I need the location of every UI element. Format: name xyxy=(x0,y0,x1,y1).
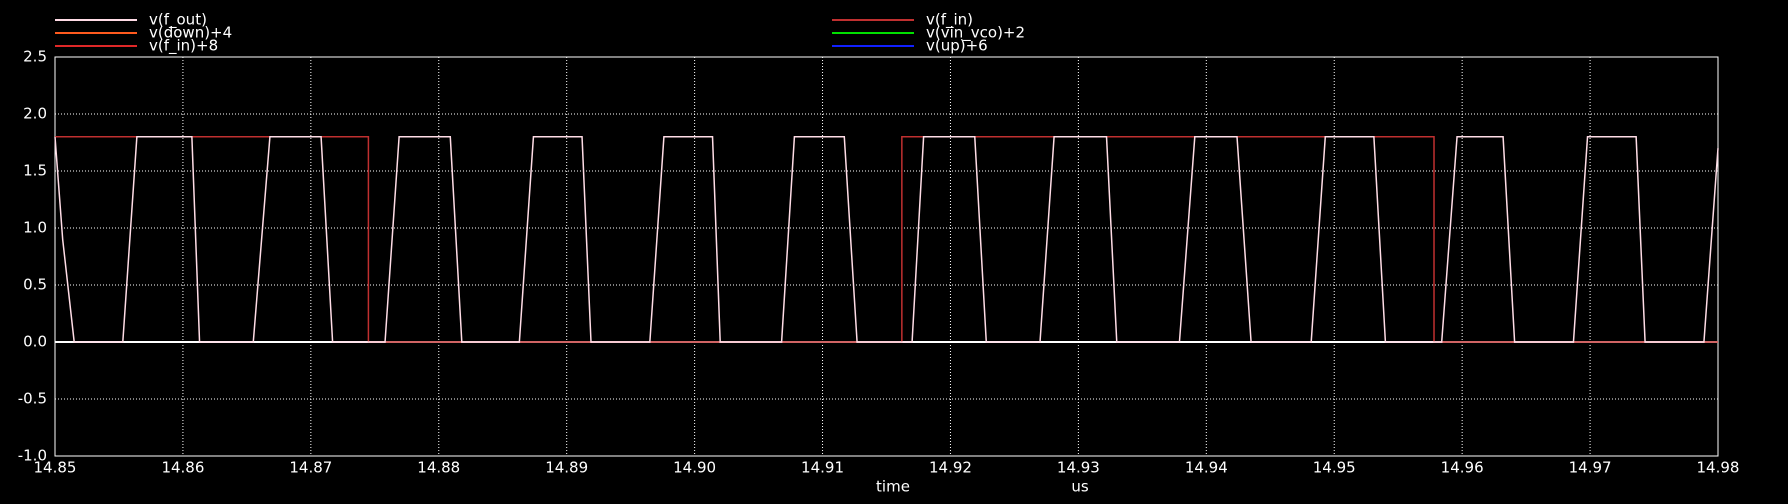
y-tick-label: -1.0 xyxy=(18,447,47,465)
legend-label: v(down)+4 xyxy=(149,24,232,42)
legend-label: v(f_in)+8 xyxy=(149,37,218,56)
x-tick-label: 14.97 xyxy=(1569,459,1612,477)
x-tick-label: 14.85 xyxy=(34,459,77,477)
x-tick-label: 14.94 xyxy=(1185,459,1228,477)
x-tick-label: 14.91 xyxy=(801,459,844,477)
x-axis-label: time xyxy=(876,478,910,496)
x-tick-label: 14.90 xyxy=(673,459,716,477)
y-tick-label: 1.0 xyxy=(23,219,47,237)
x-tick-label: 14.96 xyxy=(1441,459,1484,477)
legend-label: v(vin_vco)+2 xyxy=(926,24,1025,43)
legend-label: v(f_out) xyxy=(149,11,207,30)
x-tick-label: 14.98 xyxy=(1697,459,1740,477)
x-axis-unit: us xyxy=(1071,478,1089,496)
legend-label: v(up)+6 xyxy=(926,37,988,55)
y-tick-label: -0.5 xyxy=(18,390,47,408)
series-line xyxy=(54,136,1719,343)
x-tick-label: 14.89 xyxy=(545,459,588,477)
x-tick-label: 14.88 xyxy=(417,459,460,477)
y-tick-label: 2.5 xyxy=(23,48,47,66)
x-tick-label: 14.93 xyxy=(1057,459,1100,477)
y-tick-label: 2.0 xyxy=(23,105,47,123)
x-tick-label: 14.86 xyxy=(161,459,204,477)
x-tick-label: 14.92 xyxy=(929,459,972,477)
legend-label: v(f_in) xyxy=(926,11,973,30)
x-tick-label: 14.95 xyxy=(1313,459,1356,477)
x-tick-label: 14.87 xyxy=(289,459,332,477)
y-tick-label: 1.5 xyxy=(23,162,47,180)
plot-frame xyxy=(54,56,1719,457)
series-line xyxy=(55,136,1718,343)
y-tick-label: 0.5 xyxy=(23,276,47,294)
y-tick-label: 0.0 xyxy=(23,333,47,351)
